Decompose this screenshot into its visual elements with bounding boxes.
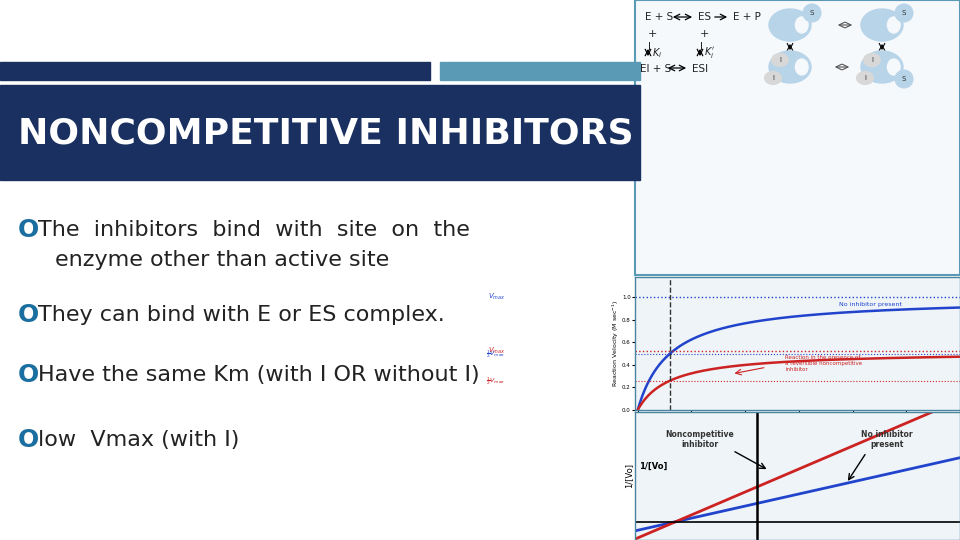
Text: $K_i$: $K_i$ [652, 46, 662, 60]
Text: 1/[Vo]: 1/[Vo] [639, 462, 667, 471]
Bar [0, 85, 640, 180]
Ellipse shape [764, 71, 781, 84]
Y-axis label: 1/[Vo]: 1/[Vo] [625, 463, 634, 489]
Text: Reaction in the presence of
a reversible noncompetitive
inhibitor: Reaction in the presence of a reversible… [785, 355, 862, 372]
Ellipse shape [895, 70, 913, 88]
Text: $\frac{1}{2}V_{max}$: $\frac{1}{2}V_{max}$ [486, 375, 505, 387]
Text: S: S [901, 76, 906, 82]
Bar [440, 62, 640, 80]
Ellipse shape [796, 17, 808, 33]
Text: Noncompetitive
inhibitor: Noncompetitive inhibitor [665, 430, 734, 449]
Text: Have the same Km (with I OR without I): Have the same Km (with I OR without I) [38, 365, 480, 385]
Text: I: I [779, 57, 781, 63]
Text: I: I [871, 57, 873, 63]
Text: I: I [864, 75, 866, 81]
Text: They can bind with E or ES complex.: They can bind with E or ES complex. [38, 305, 444, 325]
Text: EI + S: EI + S [640, 64, 671, 74]
Text: enzyme other than active site: enzyme other than active site [55, 250, 389, 270]
Text: $\frac{1}{2}V_{max}$: $\frac{1}{2}V_{max}$ [486, 348, 505, 360]
Ellipse shape [856, 71, 874, 84]
Text: +: + [648, 29, 658, 39]
Text: S: S [810, 10, 814, 16]
Bar [0, 62, 430, 80]
Text: O: O [18, 303, 39, 327]
Ellipse shape [895, 4, 913, 22]
Text: O: O [18, 428, 39, 452]
Ellipse shape [803, 4, 821, 22]
Text: S: S [901, 10, 906, 16]
Text: $K_i'$: $K_i'$ [704, 45, 715, 60]
Text: E + S: E + S [645, 12, 673, 22]
Ellipse shape [796, 59, 808, 75]
Text: The  inhibitors  bind  with  site  on  the: The inhibitors bind with site on the [38, 220, 469, 240]
Ellipse shape [769, 51, 811, 83]
Text: O: O [18, 218, 39, 242]
Ellipse shape [769, 9, 811, 41]
Text: O: O [18, 363, 39, 387]
Text: I: I [648, 42, 651, 52]
Text: No inhibitor present: No inhibitor present [839, 302, 902, 307]
Ellipse shape [772, 53, 788, 66]
Ellipse shape [861, 9, 903, 41]
Text: $V_{max}$: $V_{max}$ [488, 292, 505, 302]
Text: I: I [772, 75, 774, 81]
X-axis label: [Substrate]: [Substrate] [776, 421, 819, 429]
Ellipse shape [861, 51, 903, 83]
Ellipse shape [887, 17, 900, 33]
Text: $K_m$: $K_m$ [664, 434, 676, 447]
Ellipse shape [887, 59, 900, 75]
Y-axis label: Reaction Velocity (M sec$^{-1}$): Reaction Velocity (M sec$^{-1}$) [611, 300, 621, 387]
Text: ESI: ESI [692, 64, 708, 74]
Text: I: I [700, 42, 703, 52]
Text: $V_{max}$: $V_{max}$ [488, 346, 505, 356]
Text: ES: ES [698, 12, 711, 22]
Bar [635, 0, 960, 275]
Ellipse shape [864, 53, 880, 66]
Text: No inhibitor
present: No inhibitor present [861, 430, 913, 449]
Text: NONCOMPETITIVE INHIBITORS: NONCOMPETITIVE INHIBITORS [18, 116, 634, 150]
Text: +: + [700, 29, 709, 39]
Text: E + P: E + P [733, 12, 761, 22]
Text: low  Vmax (with I): low Vmax (with I) [38, 430, 239, 450]
